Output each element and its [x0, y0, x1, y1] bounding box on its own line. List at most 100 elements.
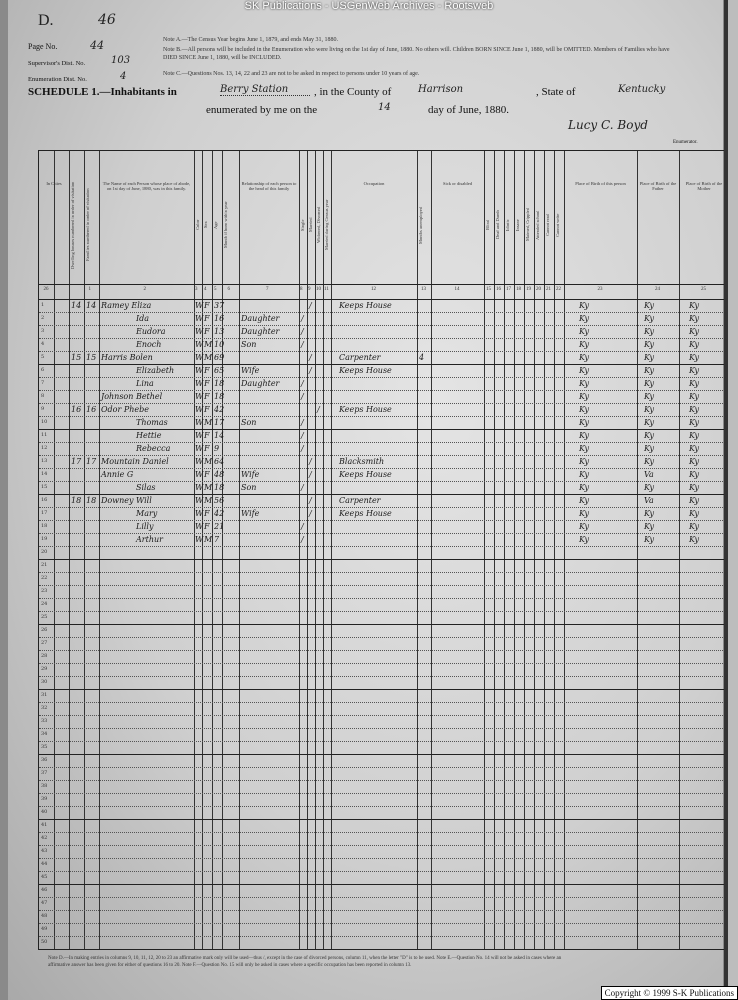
column-divider — [431, 151, 432, 949]
cell-name: Ida — [136, 314, 150, 323]
cell-rel: Wife — [241, 366, 260, 375]
civil-condition-mark: / — [317, 405, 320, 414]
column-header: Relationship of each person to the head … — [241, 181, 297, 191]
column-number: 15 — [486, 287, 491, 292]
column-divider — [544, 151, 545, 949]
cell-age: 42 — [214, 509, 225, 518]
cell-b: Ky — [579, 457, 589, 466]
row-line — [39, 832, 727, 833]
cell-name: Downey Will — [101, 496, 152, 505]
row-line — [39, 494, 727, 495]
cell-color: W — [195, 444, 204, 453]
row-line — [39, 910, 727, 911]
row-line — [39, 715, 727, 716]
cell-m: Ky — [689, 379, 699, 388]
row-line — [39, 585, 727, 586]
cell-fam: 18 — [86, 496, 97, 505]
adjacent-page-edge — [724, 0, 738, 1000]
cell-color: W — [195, 431, 204, 440]
cell-b: Ky — [579, 418, 589, 427]
cell-sex: M — [204, 496, 213, 505]
row-line — [39, 897, 727, 898]
cell-b: Ky — [579, 522, 589, 531]
cell-color: W — [195, 418, 204, 427]
line-number: 41 — [41, 822, 48, 828]
line-number: 43 — [41, 848, 48, 854]
supervisor-label: Supervisor's Dist. No. — [28, 60, 86, 67]
cell-f: Ky — [644, 327, 654, 336]
cell-b: Ky — [579, 470, 589, 479]
column-header: Maimed, Crippled — [525, 208, 530, 242]
cell-sex: M — [204, 340, 213, 349]
cell-f: Ky — [644, 301, 654, 310]
column-divider — [484, 151, 485, 949]
cell-sex: F — [204, 366, 210, 375]
row-line — [39, 611, 727, 612]
enumeration-day: 14 — [378, 102, 391, 113]
cell-sex: M — [204, 457, 213, 466]
county-label: , in the County of — [314, 86, 392, 98]
copyright-notice: Copyright © 1999 S-K Publications — [600, 986, 738, 1000]
cell-b: Ky — [579, 509, 589, 518]
cell-f: Ky — [644, 405, 654, 414]
line-number: 29 — [41, 666, 48, 672]
line-number: 2 — [41, 315, 45, 321]
cell-sex: M — [204, 483, 213, 492]
cell-age: 21 — [214, 522, 225, 531]
footer-notes: Note D.—In making entries in columns 9, … — [48, 956, 562, 968]
column-header: Idiotic — [505, 219, 510, 231]
line-number: 44 — [41, 861, 48, 867]
line-number: 5 — [41, 354, 45, 360]
cell-m: Ky — [689, 522, 699, 531]
line-number: 46 — [41, 887, 48, 893]
row-line — [39, 455, 727, 456]
row-line — [39, 845, 727, 846]
column-number: 10 — [316, 287, 321, 292]
cell-f: Ky — [644, 366, 654, 375]
cell-m: Ky — [689, 327, 699, 336]
cell-dw: 18 — [71, 496, 82, 505]
column-number: 19 — [526, 287, 531, 292]
column-header: Deaf and Dumb — [495, 210, 500, 240]
cell-m: Ky — [689, 509, 699, 518]
row-line — [39, 754, 727, 755]
cell-sex: M — [204, 353, 213, 362]
civil-condition-mark: / — [301, 431, 304, 440]
column-divider — [202, 151, 203, 949]
row-line — [39, 507, 727, 508]
line-number: 49 — [41, 926, 48, 932]
column-divider — [212, 151, 213, 949]
cell-name: Thomas — [136, 418, 168, 427]
column-number: 23 — [597, 287, 603, 292]
column-header: Cannot write — [555, 213, 560, 237]
column-header: Color — [195, 219, 200, 231]
row-line — [39, 884, 727, 885]
column-header: Widowed, Divorced — [316, 206, 321, 244]
line-number: 15 — [41, 484, 48, 490]
cell-sex: F — [204, 301, 210, 310]
column-number: 22 — [556, 287, 561, 292]
row-line — [39, 936, 727, 937]
cell-f: Ky — [644, 392, 654, 401]
column-header: Blind — [485, 220, 490, 231]
cell-sex: F — [204, 444, 210, 453]
column-divider — [504, 151, 505, 949]
cell-color: W — [195, 457, 204, 466]
row-line — [39, 650, 727, 651]
column-divider — [417, 151, 418, 949]
cell-age: 37 — [214, 301, 225, 310]
line-number: 1 — [41, 302, 45, 308]
cell-f: Ky — [644, 457, 654, 466]
column-header: Married during Census year — [324, 199, 329, 251]
line-number: 4 — [41, 341, 45, 347]
cell-occ: Keeps House — [339, 301, 392, 310]
cell-b: Ky — [579, 379, 589, 388]
cell-m: Ky — [689, 431, 699, 440]
cell-f: Ky — [644, 353, 654, 362]
column-number: 14 — [454, 287, 460, 292]
line-number: 33 — [41, 718, 48, 724]
cell-age: 17 — [214, 418, 225, 427]
line-number: 32 — [41, 705, 48, 711]
line-number: 28 — [41, 653, 48, 659]
line-number: 25 — [41, 614, 48, 620]
